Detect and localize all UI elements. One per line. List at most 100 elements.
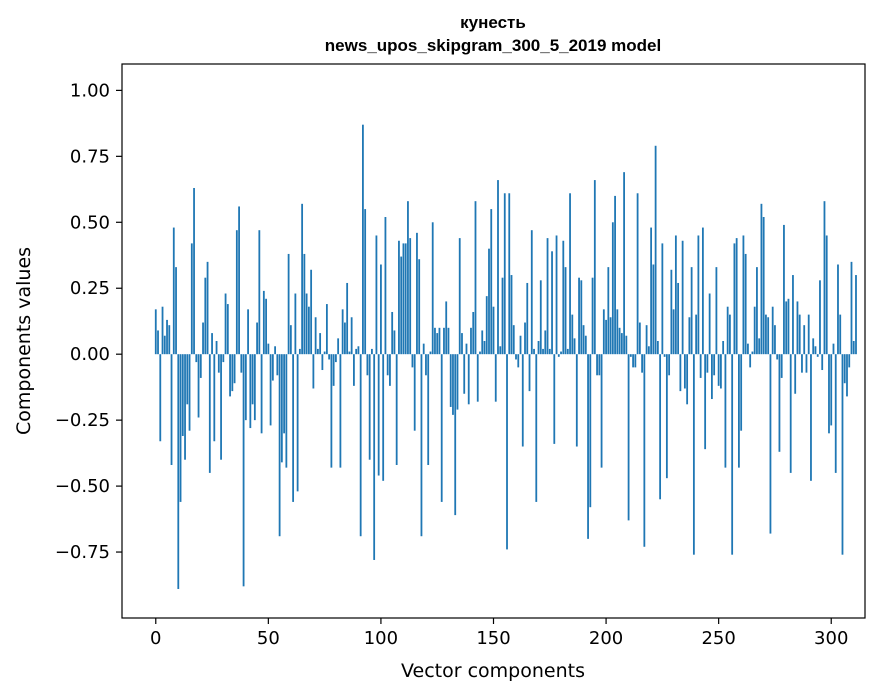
bar <box>249 354 252 429</box>
bar <box>195 354 198 363</box>
bar <box>557 354 560 357</box>
bar <box>742 235 745 355</box>
bar <box>157 330 159 355</box>
bar <box>357 346 360 355</box>
bar <box>794 354 797 394</box>
bar <box>708 293 711 355</box>
bar <box>740 354 743 431</box>
bar <box>416 232 418 355</box>
bar <box>661 243 664 355</box>
bar <box>623 172 625 355</box>
bar <box>303 253 306 355</box>
bar <box>467 354 470 405</box>
bar <box>175 267 177 355</box>
bar <box>438 327 441 355</box>
bar <box>569 193 571 355</box>
bar <box>332 354 335 386</box>
bar <box>267 343 270 355</box>
bar <box>479 351 481 355</box>
bar <box>217 354 220 373</box>
bar <box>278 354 281 537</box>
bar <box>812 338 815 355</box>
bar <box>202 322 204 355</box>
bar <box>787 298 790 355</box>
bar <box>783 224 785 355</box>
bar <box>841 354 844 555</box>
bar <box>562 240 565 355</box>
bar <box>785 301 788 355</box>
bar <box>756 267 758 355</box>
bar <box>548 348 551 355</box>
bar <box>747 343 749 355</box>
bar <box>614 195 616 355</box>
y-tick-label: −0.25 <box>55 410 110 431</box>
bar <box>850 261 853 355</box>
bar <box>546 238 549 355</box>
bar <box>528 354 531 392</box>
bar <box>733 243 736 355</box>
bar <box>821 354 824 371</box>
bar <box>411 354 414 368</box>
bar <box>353 354 355 386</box>
bar <box>508 193 511 355</box>
bar <box>377 354 380 476</box>
bar <box>600 354 603 468</box>
bar <box>429 351 432 355</box>
bar <box>596 354 598 376</box>
bar <box>276 354 279 376</box>
y-tick-label: 1.00 <box>70 80 110 101</box>
bar <box>643 354 646 547</box>
bar <box>602 309 605 355</box>
bar <box>560 351 562 355</box>
bar <box>834 354 837 473</box>
bar <box>220 354 222 460</box>
bar <box>674 235 677 355</box>
bar <box>724 354 727 468</box>
bar <box>163 335 166 355</box>
x-tick-label: 150 <box>476 628 510 649</box>
bar <box>798 314 801 355</box>
bar <box>544 330 547 355</box>
bar <box>193 187 195 355</box>
bar <box>307 306 310 355</box>
bar <box>778 354 781 452</box>
bar <box>578 277 580 355</box>
bar <box>204 277 207 355</box>
bar <box>427 354 430 465</box>
bar <box>310 269 313 355</box>
bar <box>400 256 403 355</box>
bar <box>713 354 716 376</box>
y-tick-label: −0.75 <box>55 542 110 563</box>
bar <box>440 354 443 502</box>
bar <box>497 180 499 355</box>
bar <box>605 319 607 355</box>
bar <box>407 201 409 355</box>
bar <box>627 354 630 521</box>
bar <box>814 346 817 355</box>
bar <box>436 333 439 355</box>
bar <box>409 238 412 355</box>
bar <box>364 209 367 355</box>
bar <box>641 354 643 373</box>
bar <box>717 354 720 386</box>
bar <box>659 354 662 500</box>
axis-ticks: 0 50 100 150 200 250 300 1.00 0.75 0.50 0.25 0.00 −0… <box>55 80 849 649</box>
x-tick-label: 300 <box>814 628 848 649</box>
bar <box>645 325 648 355</box>
bar <box>488 248 490 355</box>
bar <box>413 354 416 431</box>
bar <box>445 301 448 355</box>
bar <box>256 322 258 355</box>
bar <box>530 230 533 355</box>
bar <box>760 203 763 355</box>
bar <box>244 354 247 421</box>
bar <box>591 277 594 355</box>
bar <box>729 314 731 355</box>
bar <box>706 354 709 373</box>
bar <box>616 309 619 355</box>
bar <box>418 259 421 355</box>
chart-title-line-2: news_upos_skipgram_300_5_2019 model <box>325 36 661 55</box>
bar <box>238 206 240 355</box>
bar <box>837 264 839 355</box>
bar <box>692 354 695 555</box>
